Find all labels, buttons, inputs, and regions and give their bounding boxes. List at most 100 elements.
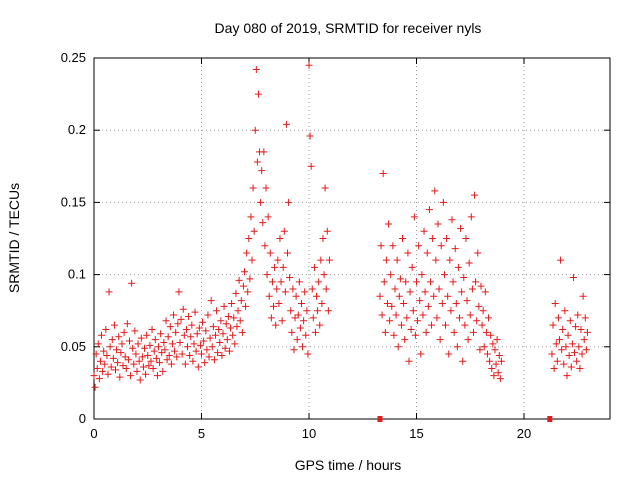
data-point bbox=[246, 275, 254, 283]
data-point bbox=[151, 336, 159, 344]
data-point bbox=[452, 299, 460, 307]
data-point bbox=[273, 285, 281, 293]
data-point bbox=[207, 297, 215, 305]
data-point bbox=[387, 271, 395, 279]
data-point bbox=[491, 346, 499, 354]
data-point bbox=[259, 219, 267, 227]
data-point bbox=[142, 370, 150, 378]
data-point bbox=[103, 351, 111, 359]
data-point bbox=[567, 363, 575, 371]
data-point bbox=[221, 344, 229, 352]
data-point bbox=[383, 299, 391, 307]
data-point bbox=[483, 350, 491, 358]
data-point bbox=[202, 327, 210, 335]
data-point bbox=[457, 224, 465, 232]
data-point bbox=[129, 344, 137, 352]
data-point bbox=[442, 321, 450, 329]
data-point bbox=[204, 311, 212, 319]
data-point bbox=[406, 288, 414, 296]
data-point bbox=[90, 372, 98, 380]
data-point bbox=[149, 364, 157, 372]
data-point bbox=[583, 328, 591, 336]
data-point bbox=[279, 263, 287, 271]
data-point bbox=[494, 369, 502, 377]
data-point bbox=[299, 343, 307, 351]
data-point bbox=[446, 256, 454, 264]
data-point bbox=[168, 340, 176, 348]
data-point bbox=[117, 349, 125, 357]
data-point bbox=[437, 242, 445, 250]
data-point bbox=[105, 288, 113, 296]
data-point bbox=[485, 314, 493, 322]
data-point bbox=[198, 350, 205, 358]
data-point bbox=[572, 323, 580, 331]
data-point bbox=[394, 343, 402, 351]
data-point bbox=[195, 324, 203, 332]
data-point bbox=[489, 340, 497, 348]
data-point bbox=[286, 273, 294, 281]
data-point bbox=[575, 343, 583, 351]
data-point bbox=[180, 331, 188, 339]
data-point bbox=[400, 299, 408, 307]
data-point bbox=[449, 278, 457, 286]
data-point bbox=[239, 282, 247, 290]
chart-title: Day 080 of 2019, SRMTID for receiver nyl… bbox=[215, 20, 482, 36]
data-point bbox=[174, 320, 182, 328]
data-point bbox=[215, 325, 223, 333]
data-point bbox=[201, 359, 209, 367]
data-point bbox=[548, 350, 556, 358]
data-point bbox=[396, 275, 404, 283]
data-point bbox=[234, 307, 242, 315]
data-point bbox=[288, 328, 296, 336]
data-point bbox=[428, 321, 436, 329]
data-point bbox=[324, 307, 332, 315]
y-tick-label: 0.1 bbox=[68, 267, 86, 282]
data-point bbox=[438, 299, 446, 307]
data-point bbox=[257, 198, 265, 206]
y-tick-label: 0.05 bbox=[61, 339, 86, 354]
data-point bbox=[432, 256, 440, 264]
data-point bbox=[571, 349, 579, 357]
data-point bbox=[551, 299, 559, 307]
data-point bbox=[397, 321, 405, 329]
data-point bbox=[576, 364, 584, 372]
data-point bbox=[319, 235, 327, 242]
data-point bbox=[293, 336, 301, 344]
data-point bbox=[184, 343, 192, 351]
data-point bbox=[434, 220, 442, 228]
data-point bbox=[93, 364, 101, 372]
data-point bbox=[311, 328, 319, 336]
data-point bbox=[410, 213, 418, 221]
data-point bbox=[245, 235, 253, 242]
data-point bbox=[241, 268, 248, 276]
data-point bbox=[230, 314, 238, 322]
data-point bbox=[280, 227, 288, 235]
data-point bbox=[297, 299, 305, 307]
data-point bbox=[409, 307, 417, 315]
data-point bbox=[124, 356, 132, 364]
data-point bbox=[91, 383, 99, 391]
data-point bbox=[464, 336, 472, 344]
data-point bbox=[390, 331, 398, 339]
data-point bbox=[552, 340, 560, 348]
x-tick-label: 5 bbox=[198, 426, 205, 441]
data-point bbox=[448, 216, 456, 224]
data-point bbox=[478, 321, 486, 329]
data-point bbox=[130, 360, 138, 368]
data-point bbox=[218, 351, 226, 359]
data-point bbox=[270, 302, 278, 310]
data-point bbox=[569, 273, 577, 281]
data-point bbox=[98, 331, 106, 339]
data-point bbox=[454, 263, 462, 271]
data-point bbox=[233, 323, 241, 331]
data-point bbox=[106, 343, 114, 351]
data-point bbox=[172, 328, 180, 336]
data-point bbox=[253, 158, 261, 166]
data-point bbox=[248, 256, 256, 264]
data-point bbox=[146, 341, 154, 349]
data-point bbox=[284, 249, 291, 257]
data-point bbox=[164, 333, 172, 341]
data-point bbox=[479, 307, 487, 315]
data-point bbox=[323, 227, 331, 235]
data-point bbox=[466, 311, 474, 319]
